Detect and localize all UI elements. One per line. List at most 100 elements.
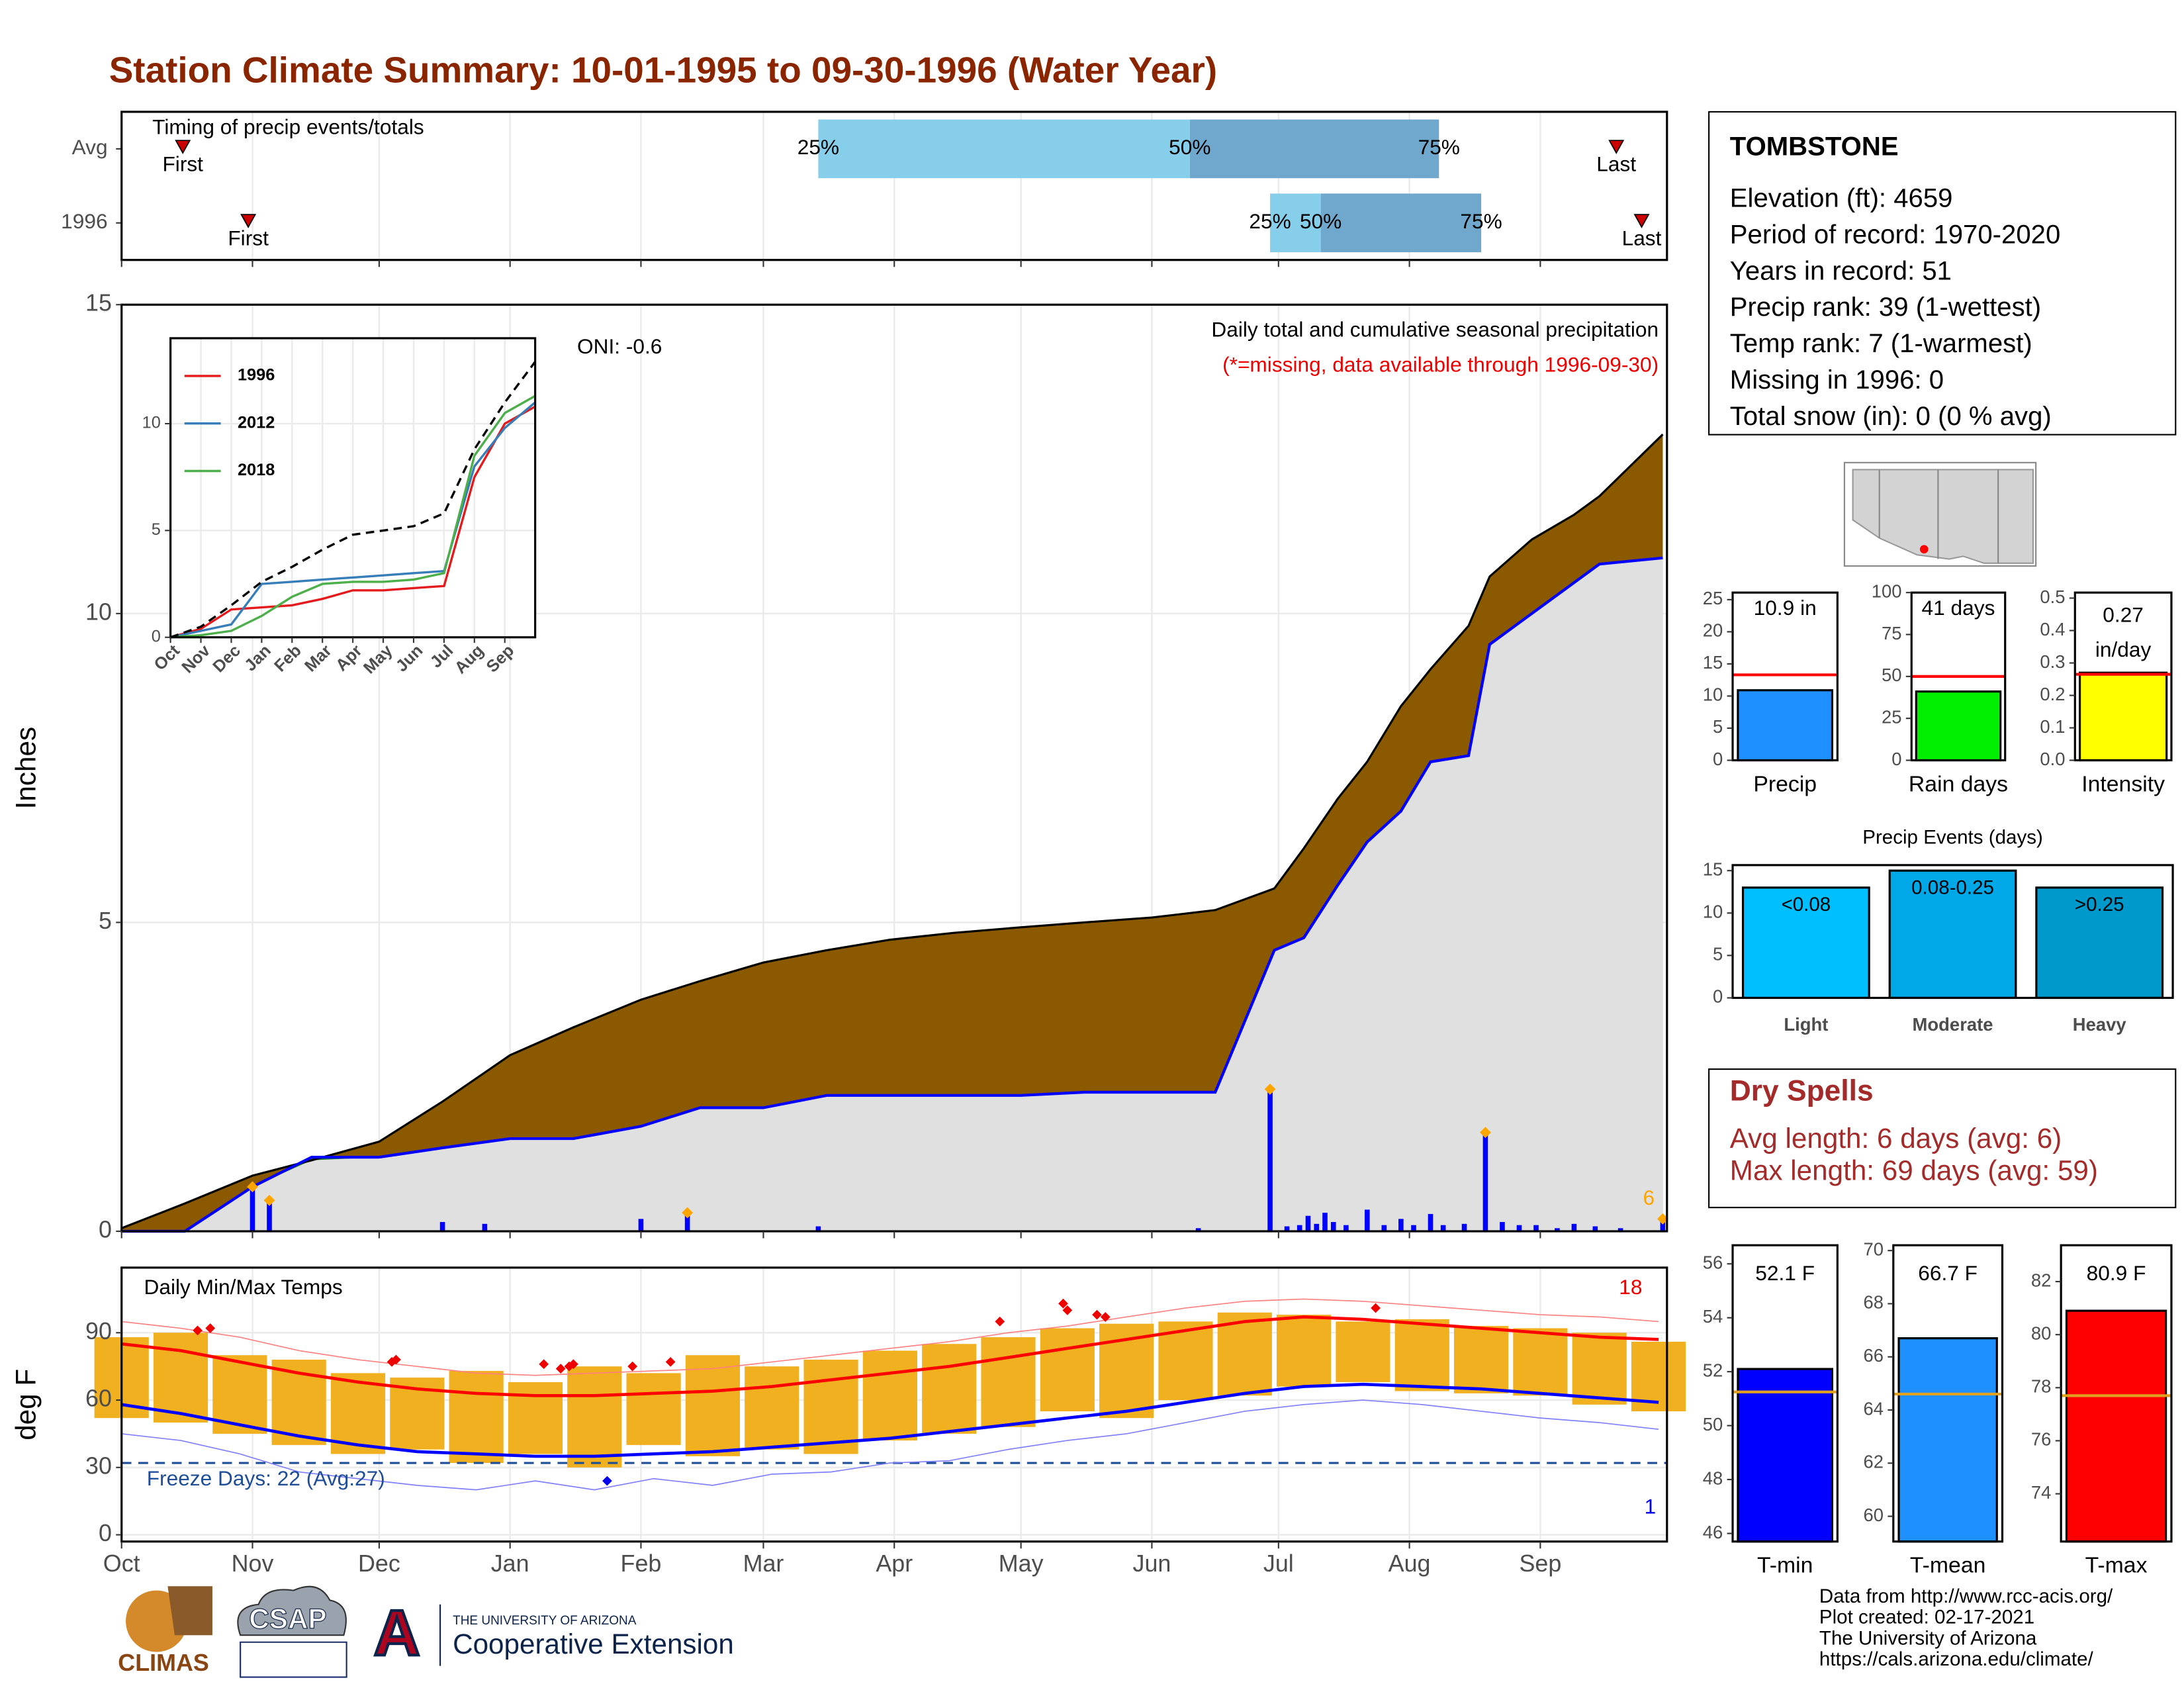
daily-bar (815, 1226, 821, 1232)
x-tick-label: Aug (1388, 1550, 1431, 1577)
temp-range-bar (1217, 1312, 1272, 1396)
x-tick-label: Nov (232, 1550, 274, 1577)
top-event (1480, 1127, 1491, 1139)
daily-bar (1592, 1226, 1598, 1232)
dry-spell-line: Max length: 69 days (avg: 59) (1730, 1155, 2098, 1186)
y-tick-label: 64 (1864, 1398, 1884, 1419)
bar (1915, 690, 2002, 762)
daily-bar (1365, 1209, 1370, 1232)
quartile-label: 75% (1418, 135, 1460, 159)
series-line (170, 405, 536, 639)
y-tick-label: 5 (152, 520, 161, 539)
average-line (121, 434, 1664, 1229)
record-marker (665, 1356, 676, 1367)
panel-border (1731, 864, 2174, 1000)
y-tick-label: 0 (99, 1520, 112, 1546)
unit-label: in/day (2095, 637, 2152, 661)
temp-range-bar (1277, 1315, 1332, 1387)
x-tick-label: Sep (1519, 1550, 1561, 1577)
row-label: 1996 (61, 209, 107, 233)
y-tick-label: 50 (1882, 665, 1902, 685)
y-tick-label: 0 (1713, 749, 1723, 769)
dry-spells-box (1708, 1068, 2177, 1209)
y-tick-label: 30 (85, 1452, 112, 1479)
station-line: Elevation (ft): 4659 (1730, 184, 1953, 213)
value-label: 66.7 F (1918, 1261, 1978, 1285)
daily-bar (1555, 1228, 1560, 1232)
temp-range-bar (1394, 1319, 1449, 1391)
y-tick-label: 76 (2031, 1429, 2052, 1450)
university-text: THE UNIVERSITY OF ARIZONA (453, 1614, 637, 1628)
temp-range-bar (508, 1382, 563, 1454)
temp-range-bar (862, 1350, 917, 1441)
avg-min-line (121, 1382, 1659, 1458)
daily-bar (1500, 1222, 1505, 1232)
bar (1737, 1368, 1834, 1543)
footer-line: https://cals.arizona.edu/climate/ (1819, 1648, 2094, 1670)
season-area (121, 557, 1663, 1232)
temp-range-bar (1572, 1333, 1627, 1405)
quartile-bar (1320, 193, 1482, 253)
record-marker (568, 1359, 578, 1370)
bar (2035, 886, 2164, 1000)
y-tick-label: 50 (1703, 1414, 1723, 1434)
daily-bar (1381, 1225, 1387, 1232)
quartile-bar (1189, 119, 1439, 179)
quartile-bar (818, 119, 1190, 179)
avg-max-line (121, 1315, 1659, 1397)
temp-title: Daily Min/Max Temps (144, 1275, 342, 1299)
y-tick-label: 62 (1864, 1452, 1884, 1472)
chart-title: Precip Events (days) (1862, 827, 2043, 849)
timing-marker-label: First (228, 226, 269, 250)
annotation: Daily total and cumulative seasonal prec… (1211, 318, 1659, 342)
season-line (121, 556, 1663, 1233)
bin-label: <0.08 (1781, 894, 1831, 915)
panel-border (2060, 1244, 2173, 1543)
y-tick-label: 5 (1713, 716, 1723, 737)
y-tick-label: 80 (2031, 1323, 2052, 1343)
category-label: T-max (2085, 1553, 2148, 1578)
series-line (170, 395, 536, 639)
daily-bar (1343, 1225, 1349, 1232)
daily-bar (1617, 1228, 1623, 1232)
category-label: Light (1784, 1014, 1828, 1035)
category-label: T-mean (1910, 1553, 1985, 1578)
page-title: Station Climate Summary: 10-01-1995 to 0… (109, 49, 1217, 90)
logos: CLIMAS CSAP A THE UNIVERSITY OF ARIZONA … (118, 1585, 734, 1678)
row-label: Avg (72, 135, 108, 159)
x-tick-label: Dec (358, 1550, 400, 1577)
x-tick-label: Jun (1133, 1550, 1171, 1577)
daily-bar (1440, 1225, 1446, 1232)
csap-text: CSAP (249, 1603, 326, 1634)
timing-marker (1608, 140, 1625, 154)
timing-marker (175, 140, 191, 154)
csap-base (240, 1641, 347, 1678)
y-tick-label: 100 (1872, 581, 1902, 601)
footer-line: The University of Arizona (1819, 1627, 2037, 1649)
series-line (170, 361, 537, 639)
y-tick-label: 0.2 (2040, 684, 2065, 704)
y-tick-label: 60 (85, 1385, 112, 1412)
x-tick-label: Jan (491, 1550, 529, 1577)
daily-bar (1297, 1225, 1302, 1232)
y-tick-label: 54 (1703, 1306, 1723, 1327)
record-marker (539, 1359, 549, 1370)
temp-range-bar (567, 1366, 622, 1468)
quartile-label: 50% (1300, 209, 1342, 233)
x-tick-label: Jul (1263, 1550, 1294, 1577)
map-land (1852, 469, 2034, 564)
y-tick-label: 90 (85, 1318, 112, 1344)
oni-label: ONI: -0.6 (577, 334, 662, 358)
daily-bar (250, 1186, 255, 1232)
legend-label: 2018 (238, 461, 275, 479)
value-label: 41 days (1922, 596, 1995, 620)
record-high-count: 18 (1619, 1275, 1642, 1299)
bar (2078, 671, 2168, 762)
record-marker (602, 1476, 612, 1486)
category-label: Heavy (2073, 1014, 2127, 1035)
category-label: T-min (1757, 1553, 1813, 1578)
value-label: 10.9 in (1754, 596, 1817, 620)
y-tick-label: 46 (1703, 1522, 1723, 1542)
